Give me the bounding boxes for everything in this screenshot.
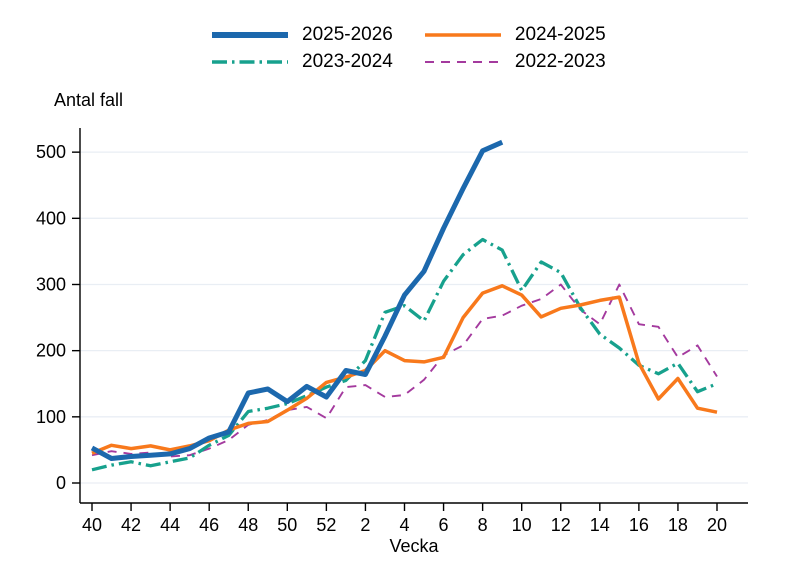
x-tick-label: 12 xyxy=(551,515,571,535)
legend-line-icon xyxy=(212,32,288,38)
x-tick-label: 8 xyxy=(478,515,488,535)
x-tick-label: 2 xyxy=(360,515,370,535)
legend-label: 2025-2026 xyxy=(302,24,393,45)
legend-label: 2023-2024 xyxy=(302,51,393,72)
legend-item-2022-2023: 2022-2023 xyxy=(424,51,606,73)
legend-item-2023-2024: 2023-2024 xyxy=(211,51,393,73)
x-tick-label: 16 xyxy=(629,515,649,535)
x-tick-label: 40 xyxy=(82,515,102,535)
x-tick-label: 10 xyxy=(512,515,532,535)
x-tick-label: 18 xyxy=(668,515,688,535)
series-line-2024-2025 xyxy=(91,284,718,455)
x-tick-label: 6 xyxy=(439,515,449,535)
x-tick-label: 44 xyxy=(160,515,180,535)
y-tick-label: 200 xyxy=(36,341,66,361)
series-line-2025-2026 xyxy=(90,139,504,461)
legend-line-icon xyxy=(424,61,501,63)
y-tick-label: 300 xyxy=(36,274,66,294)
legend-label: 2024-2025 xyxy=(514,24,606,45)
x-tick-label: 4 xyxy=(399,515,409,535)
x-tick-label: 46 xyxy=(199,515,219,535)
x-tick-label: 48 xyxy=(238,515,258,535)
x-tick-label: 14 xyxy=(590,515,610,535)
legend-item-2025-2026: 2025-2026 xyxy=(211,24,393,46)
chart-legend: 2025-2026 2024-2025 2023-2024 2022-2023 xyxy=(211,24,606,73)
x-tick-label: 20 xyxy=(707,515,727,535)
x-tick-label: 42 xyxy=(121,515,141,535)
legend-label: 2022-2023 xyxy=(514,51,606,72)
y-tick-label: 0 xyxy=(56,473,66,493)
y-axis-title: Antal fall xyxy=(54,90,124,110)
legend-line-icon xyxy=(424,33,501,37)
x-tick-label: 52 xyxy=(316,515,336,535)
y-tick-label: 100 xyxy=(36,407,66,427)
x-axis-title: Vecka xyxy=(389,536,439,556)
y-tick-label: 500 xyxy=(36,142,66,162)
legend-line-icon xyxy=(212,60,288,64)
series-line-2023-2024 xyxy=(91,237,718,472)
y-tick-label: 400 xyxy=(36,208,66,228)
legend-item-2024-2025: 2024-2025 xyxy=(424,24,606,46)
x-tick-label: 50 xyxy=(277,515,297,535)
